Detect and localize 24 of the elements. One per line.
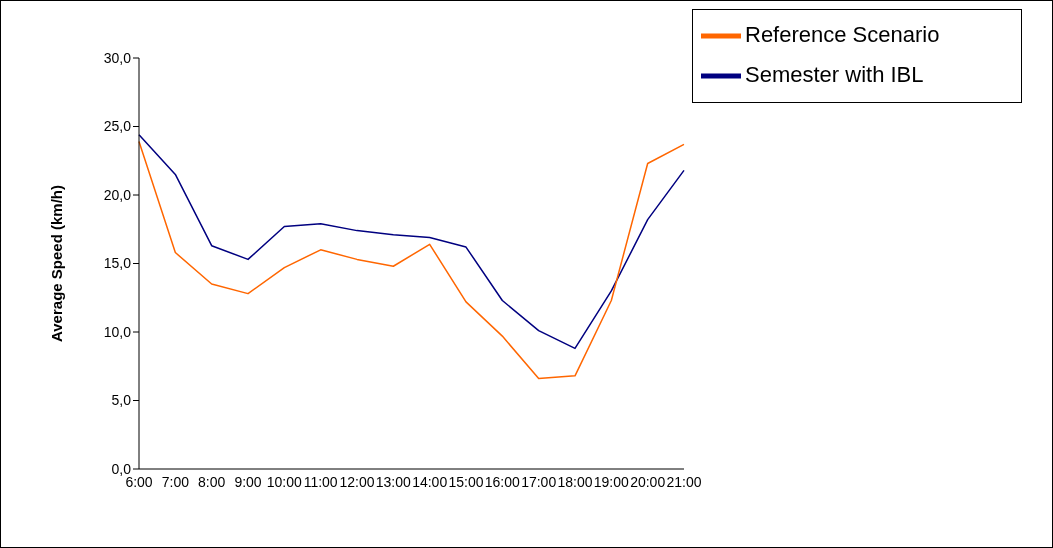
y-tick-label: 15,0 — [103, 255, 132, 272]
x-tick-label: 18:00 — [557, 473, 593, 490]
legend-label: Reference Scenario — [745, 21, 940, 47]
y-tick-label: 20,0 — [103, 186, 132, 203]
y-tick-label: 10,0 — [103, 323, 132, 340]
x-tick-label: 15:00 — [448, 473, 484, 490]
y-tick-label: 25,0 — [103, 118, 132, 135]
x-tick-label: 13:00 — [375, 473, 412, 490]
x-tick-label: 21:00 — [666, 473, 702, 490]
x-tick-label: 19:00 — [593, 473, 630, 490]
x-tick-label: 8:00 — [198, 473, 226, 490]
x-tick-label: 7:00 — [161, 473, 190, 490]
x-tick-label: 17:00 — [521, 473, 557, 490]
x-tick-label: 12:00 — [339, 473, 375, 490]
x-tick-label: 16:00 — [484, 473, 521, 490]
x-tick-label: 11:00 — [303, 473, 338, 490]
x-tick-label: 9:00 — [234, 473, 262, 490]
y-tick-label: 5,0 — [111, 392, 132, 409]
y-axis-title: Average Speed (km/h) — [48, 185, 66, 342]
x-tick-label: 14:00 — [412, 473, 448, 490]
legend-label: Semester with IBL — [745, 61, 924, 87]
x-tick-label: 20:00 — [630, 473, 666, 490]
x-tick-label: 10:00 — [266, 473, 303, 490]
y-tick-label: 30,0 — [103, 49, 132, 66]
